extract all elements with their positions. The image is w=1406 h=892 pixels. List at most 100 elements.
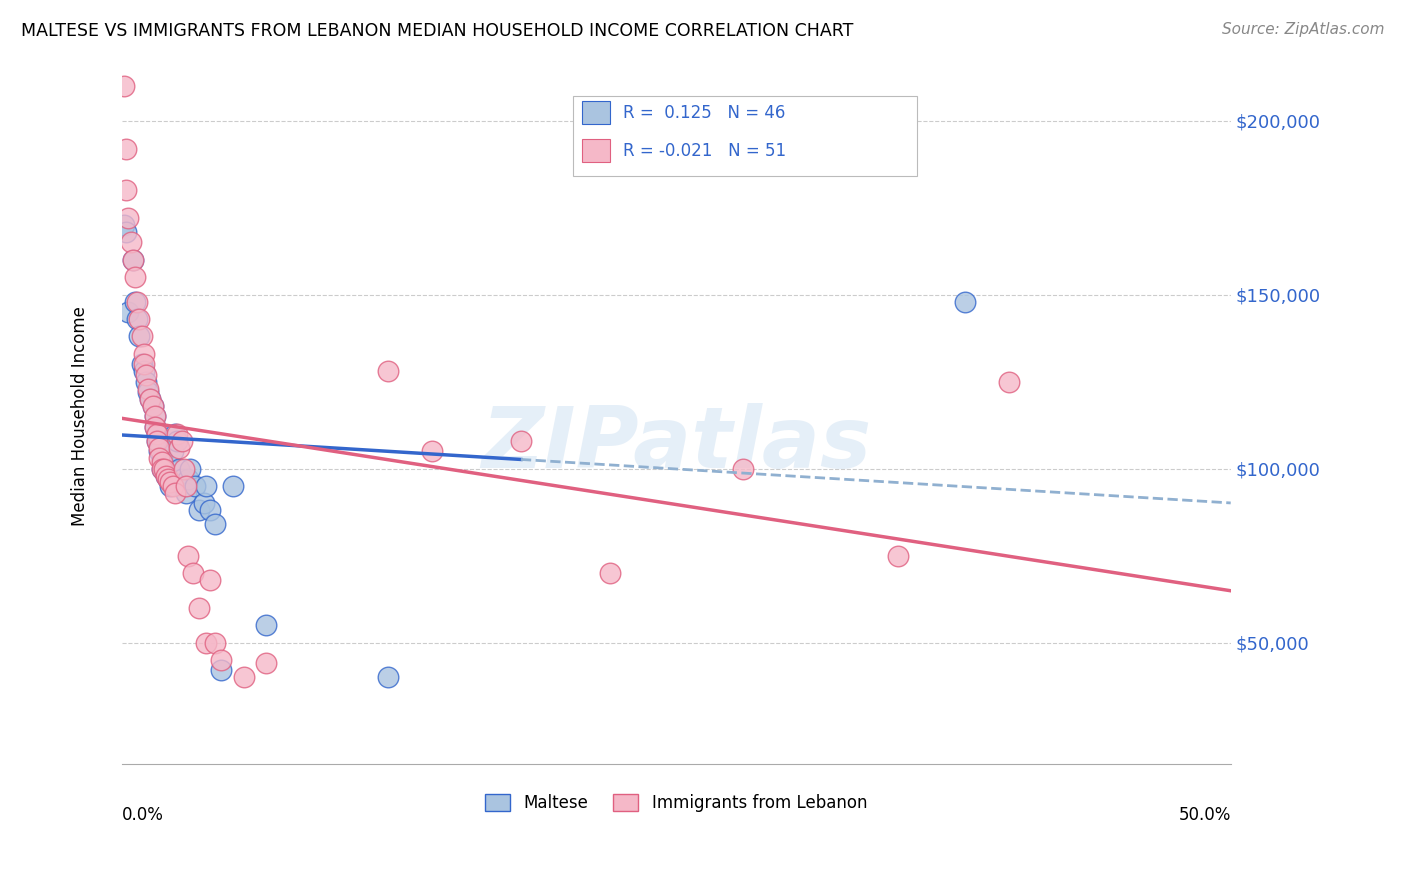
Point bbox=[254, 657, 277, 671]
Point bbox=[136, 385, 159, 400]
Point bbox=[887, 549, 910, 563]
Point bbox=[127, 294, 149, 309]
Point bbox=[170, 472, 193, 486]
Point bbox=[420, 444, 443, 458]
Point bbox=[150, 461, 173, 475]
Point bbox=[112, 218, 135, 232]
Point bbox=[194, 635, 217, 649]
Point bbox=[152, 461, 174, 475]
Point bbox=[146, 426, 169, 441]
Point bbox=[159, 475, 181, 490]
Point bbox=[128, 329, 150, 343]
Point bbox=[132, 357, 155, 371]
Point bbox=[157, 472, 180, 486]
Point bbox=[159, 479, 181, 493]
Point bbox=[166, 434, 188, 448]
Point bbox=[157, 472, 180, 486]
FancyBboxPatch shape bbox=[582, 101, 610, 124]
Point bbox=[169, 441, 191, 455]
Point bbox=[115, 142, 138, 156]
Text: 0.0%: 0.0% bbox=[122, 806, 163, 824]
Point bbox=[377, 364, 399, 378]
Point bbox=[135, 375, 157, 389]
Point bbox=[232, 670, 254, 684]
Point bbox=[177, 549, 200, 563]
Point bbox=[112, 78, 135, 93]
Point bbox=[188, 600, 211, 615]
Point bbox=[170, 434, 193, 448]
Point bbox=[998, 375, 1021, 389]
Point bbox=[117, 305, 139, 319]
Point bbox=[174, 479, 197, 493]
Point bbox=[143, 420, 166, 434]
Point bbox=[124, 294, 146, 309]
Point bbox=[115, 183, 138, 197]
Point bbox=[142, 399, 165, 413]
Point bbox=[731, 461, 754, 475]
Text: R = -0.021   N = 51: R = -0.021 N = 51 bbox=[623, 143, 786, 161]
Point bbox=[115, 225, 138, 239]
Point bbox=[132, 364, 155, 378]
Point bbox=[174, 486, 197, 500]
Point bbox=[117, 211, 139, 226]
Point bbox=[131, 357, 153, 371]
Point bbox=[131, 329, 153, 343]
Point bbox=[599, 566, 621, 580]
Point bbox=[162, 444, 184, 458]
Point bbox=[152, 461, 174, 475]
Point bbox=[173, 479, 195, 493]
Point bbox=[194, 479, 217, 493]
Point bbox=[142, 399, 165, 413]
Point bbox=[193, 496, 215, 510]
Point bbox=[150, 455, 173, 469]
Point bbox=[132, 347, 155, 361]
Text: MALTESE VS IMMIGRANTS FROM LEBANON MEDIAN HOUSEHOLD INCOME CORRELATION CHART: MALTESE VS IMMIGRANTS FROM LEBANON MEDIA… bbox=[21, 22, 853, 40]
Point bbox=[121, 252, 143, 267]
Point bbox=[200, 573, 222, 587]
Point bbox=[148, 444, 170, 458]
Point bbox=[120, 235, 142, 250]
Text: 50.0%: 50.0% bbox=[1178, 806, 1230, 824]
Point bbox=[143, 409, 166, 424]
Point bbox=[163, 486, 186, 500]
Text: Source: ZipAtlas.com: Source: ZipAtlas.com bbox=[1222, 22, 1385, 37]
Point bbox=[121, 252, 143, 267]
Point bbox=[204, 635, 226, 649]
Point bbox=[139, 392, 162, 406]
Point bbox=[162, 479, 184, 493]
Point bbox=[146, 426, 169, 441]
Point bbox=[179, 461, 201, 475]
Point bbox=[204, 517, 226, 532]
Legend: Maltese, Immigrants from Lebanon: Maltese, Immigrants from Lebanon bbox=[478, 787, 875, 819]
Point bbox=[184, 479, 207, 493]
Point bbox=[169, 461, 191, 475]
Text: Median Household Income: Median Household Income bbox=[70, 307, 89, 526]
Point bbox=[177, 472, 200, 486]
Point bbox=[211, 664, 233, 678]
Point bbox=[188, 503, 211, 517]
Point bbox=[155, 468, 177, 483]
Point bbox=[146, 434, 169, 448]
Point bbox=[509, 434, 531, 448]
Point bbox=[150, 461, 173, 475]
Point bbox=[953, 294, 976, 309]
Point bbox=[181, 566, 204, 580]
Point bbox=[148, 451, 170, 466]
Point bbox=[163, 426, 186, 441]
Point bbox=[143, 409, 166, 424]
Text: ZIPatlas: ZIPatlas bbox=[481, 402, 872, 486]
Point bbox=[211, 653, 233, 667]
Point bbox=[377, 670, 399, 684]
Text: R =  0.125   N = 46: R = 0.125 N = 46 bbox=[623, 104, 786, 122]
Point bbox=[221, 479, 243, 493]
Point bbox=[124, 270, 146, 285]
Point bbox=[148, 434, 170, 448]
Point bbox=[254, 618, 277, 632]
Point bbox=[135, 368, 157, 382]
FancyBboxPatch shape bbox=[574, 96, 917, 177]
Point bbox=[200, 503, 222, 517]
Point bbox=[155, 468, 177, 483]
Point bbox=[143, 420, 166, 434]
Point bbox=[136, 382, 159, 396]
Point bbox=[139, 392, 162, 406]
